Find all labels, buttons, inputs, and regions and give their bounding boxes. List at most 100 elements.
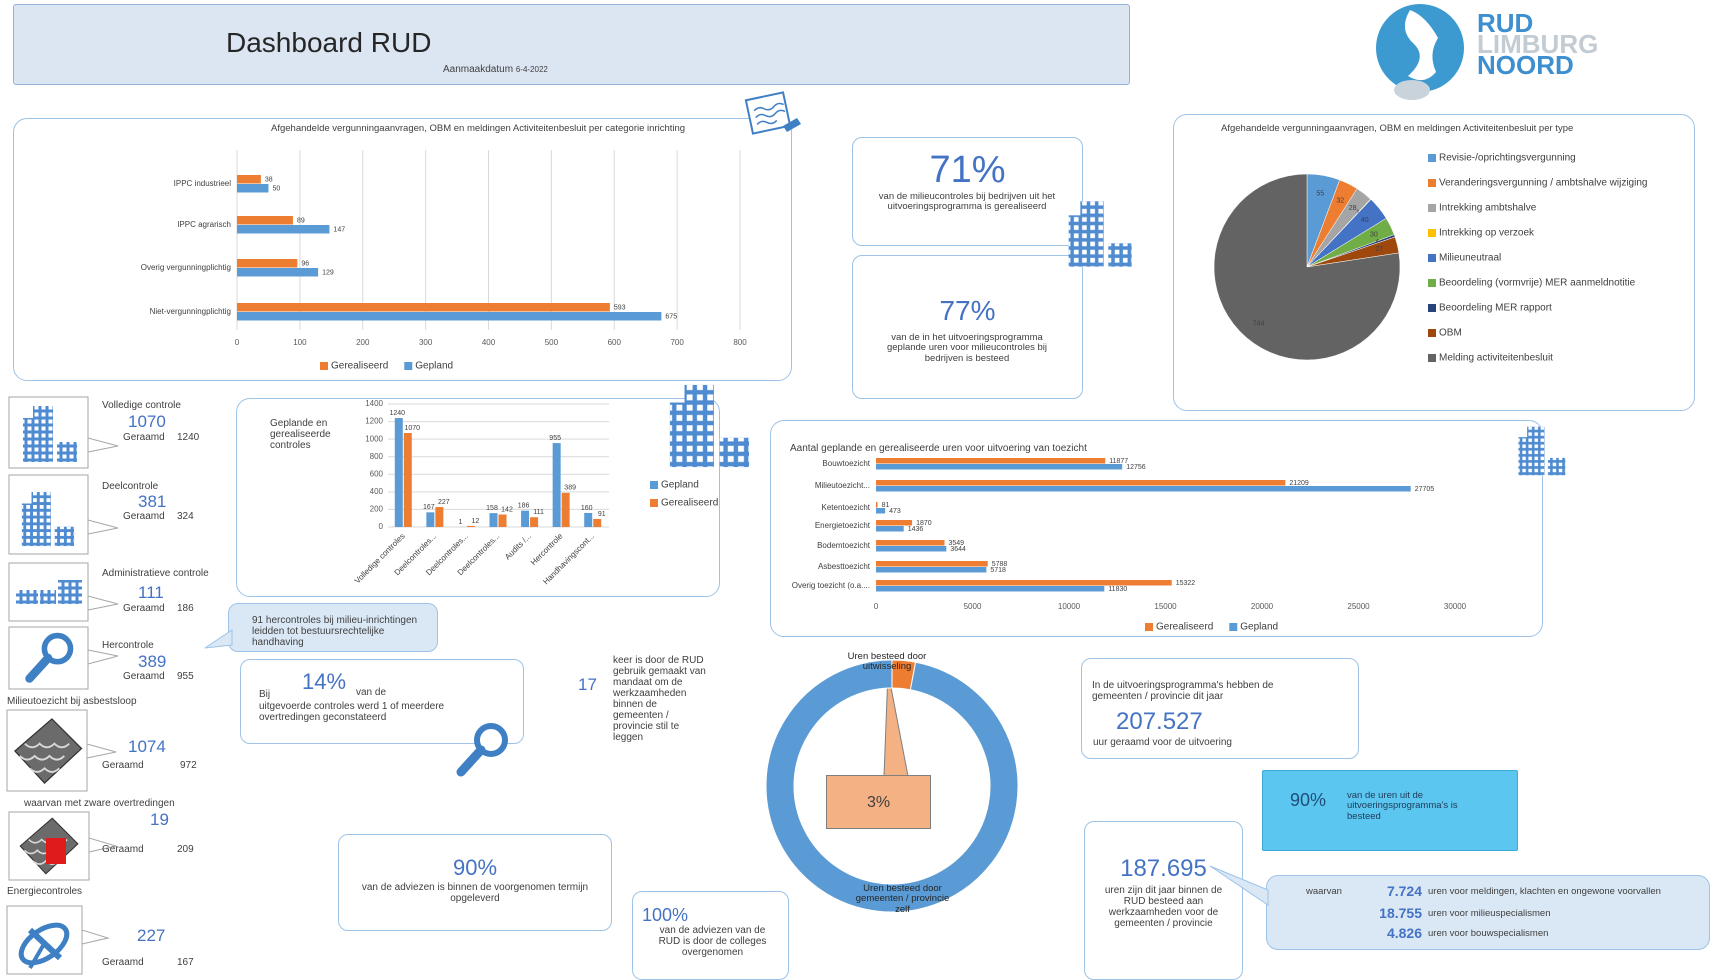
tile-value: 111: [138, 584, 164, 603]
tile-estimate-label: Geraamd: [102, 844, 144, 855]
bar: [395, 418, 403, 527]
data-label: 111: [533, 509, 544, 516]
tile-value: 1070: [128, 413, 166, 432]
tile-pointer: [87, 744, 116, 758]
y-tick-label: Overig vergunningplichtig: [141, 263, 231, 272]
x-tick-label: 0: [235, 338, 240, 347]
bar: [237, 225, 329, 234]
kpi-text: van de uren uit de uitvoeringsprogramma'…: [1347, 791, 1472, 822]
bar: [876, 464, 1122, 470]
chart-title: Aantal geplande en gerealiseerde uren vo…: [790, 443, 1087, 454]
tile-estimate: 167: [177, 957, 194, 968]
tile-label: Hercontrole: [102, 640, 154, 651]
x-tick-label: 500: [545, 338, 559, 347]
data-label: 38: [265, 176, 273, 183]
kpi-intro: In de uitvoeringsprogramma's hebben de g…: [1092, 680, 1312, 702]
magnifier-icon: [461, 726, 505, 772]
donut-value-label: 3%: [826, 794, 931, 812]
breakdown-intro: waarvan: [1306, 887, 1342, 897]
tile-pointer: [88, 650, 118, 664]
data-label: 955: [549, 435, 561, 442]
legend-swatch: [650, 499, 658, 507]
warning-mark: [46, 838, 66, 864]
donut-label: Uren besteed door uitwisseling: [842, 652, 932, 673]
x-tick-label: 5000: [964, 602, 982, 611]
bar: [876, 580, 1172, 586]
legend-label: Gepland: [415, 361, 453, 372]
bar: [237, 184, 268, 193]
tile-pointer: [88, 438, 118, 452]
kpi-value: 14%: [302, 670, 346, 694]
tile-label: Milieutoezicht bij asbestsloop: [7, 696, 137, 707]
kpi-text: uitgevoerde controles werd 1 of meerdere…: [259, 701, 459, 723]
bar: [562, 493, 570, 527]
tile-estimate-label: Geraamd: [102, 760, 144, 771]
tile-label: waarvan met zware overtredingen: [24, 798, 175, 809]
data-label: 11830: [1108, 586, 1127, 593]
bar: [876, 586, 1104, 592]
legend-label: Intrekking ambtshalve: [1439, 203, 1537, 214]
date: 6-4-2022: [516, 65, 548, 74]
data-label: 96: [301, 260, 309, 267]
legend-swatch: [1229, 623, 1237, 631]
y-tick-label: 0: [379, 522, 384, 531]
y-tick-label: IPPC industrieel: [174, 179, 232, 188]
x-tick-label: 30000: [1444, 602, 1467, 611]
breakdown-value: 18.755: [1360, 906, 1422, 921]
tile-estimate: 955: [177, 671, 194, 682]
legend-label: Gerealiseerd: [1156, 622, 1213, 633]
chart-layer: RUD LIMBURG NOORD: [0, 0, 1716, 980]
data-label: 89: [297, 217, 305, 224]
x-tick-label: 20000: [1251, 602, 1274, 611]
x-tick-label: 200: [356, 338, 370, 347]
y-tick-label: Bouwtoezicht: [822, 459, 870, 468]
chart-title: Afgehandelde vergunningaanvragen, OBM en…: [1221, 124, 1641, 134]
data-label: 160: [581, 505, 593, 512]
chart-title: Geplande en gerealiseerde controles: [270, 418, 350, 451]
legend-swatch: [404, 362, 412, 370]
breakdown-value: 7.724: [1370, 884, 1422, 899]
data-label: 27705: [1415, 486, 1435, 493]
bar: [593, 519, 601, 527]
data-label: 389: [564, 485, 576, 492]
tile-pointer: [82, 930, 108, 944]
tile-label: Volledige controle: [102, 400, 181, 411]
data-label: 473: [889, 508, 901, 515]
x-tick-label: 400: [482, 338, 496, 347]
x-tick-label: 25000: [1347, 602, 1370, 611]
kpi-value: 90%: [1290, 791, 1326, 811]
y-tick-label: Overig toezicht (o.a....: [792, 581, 870, 590]
y-tick-label: Niet-vergunningplichtig: [150, 307, 231, 316]
tile-estimate-label: Geraamd: [123, 603, 165, 614]
y-tick-label: 200: [370, 505, 384, 514]
tile-estimate: 1240: [177, 432, 199, 443]
bar: [467, 526, 475, 527]
y-tick-label: Bodemtoezicht: [817, 541, 871, 550]
y-tick-label: 800: [370, 452, 384, 461]
x-tick-label: 300: [419, 338, 433, 347]
data-label: 12756: [1126, 464, 1146, 471]
bar: [499, 515, 507, 527]
legend-swatch: [1428, 279, 1436, 287]
bar: [237, 259, 297, 268]
tile-label: Deelcontrole: [102, 481, 158, 492]
x-tick-label: 0: [874, 602, 879, 611]
kpi-text: van de in het uitvoeringsprogramma gepla…: [872, 333, 1062, 364]
logo-mark: [1394, 80, 1430, 100]
data-label: 30: [1370, 231, 1378, 238]
bar: [237, 216, 293, 225]
bar: [521, 511, 529, 527]
tile-value: 381: [138, 493, 166, 512]
tile-value: 1074: [128, 738, 166, 757]
data-label: 32: [1336, 197, 1344, 204]
bar: [237, 312, 661, 321]
callout-text: 91 hercontroles bij milieu-inrichtingen …: [252, 615, 422, 648]
y-tick-label: Asbesttoezicht: [818, 562, 871, 571]
data-label: 91: [598, 511, 606, 518]
bar: [404, 433, 412, 527]
bar: [876, 540, 944, 546]
kpi-value: 207.527: [1116, 709, 1203, 735]
data-label: 186: [518, 503, 530, 510]
chart-title: Afgehandelde vergunningaanvragen, OBM en…: [271, 124, 691, 134]
data-label: 158: [486, 505, 498, 512]
